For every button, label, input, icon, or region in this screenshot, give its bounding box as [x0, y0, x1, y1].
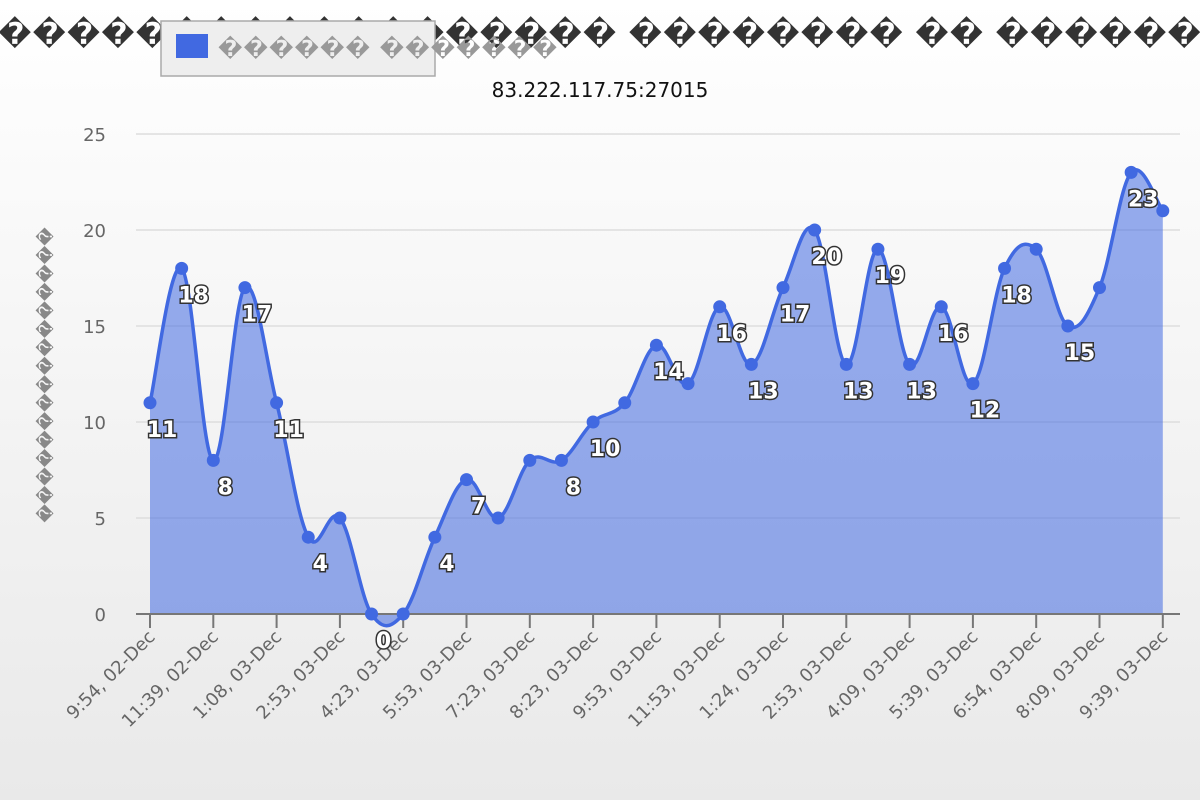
area-layer: [148, 168, 1165, 628]
data-label: 0: [376, 629, 391, 654]
data-point[interactable]: [618, 396, 632, 410]
data-point[interactable]: [460, 473, 473, 487]
data-label: 13: [843, 379, 874, 404]
data-point[interactable]: [1156, 204, 1170, 218]
data-point[interactable]: [175, 261, 189, 275]
y-tick-label: 25: [83, 125, 106, 146]
data-point[interactable]: [206, 453, 220, 467]
data-point[interactable]: [365, 607, 379, 621]
data-label: 8: [218, 475, 233, 500]
data-point[interactable]: [808, 223, 822, 237]
data-point[interactable]: [839, 357, 853, 371]
data-point[interactable]: [871, 242, 885, 256]
data-point[interactable]: [744, 357, 758, 371]
data-point[interactable]: [649, 338, 663, 352]
data-label: 12: [970, 399, 1001, 424]
data-label: 13: [748, 379, 779, 404]
data-point[interactable]: [966, 377, 980, 391]
data-label: 17: [242, 303, 273, 328]
data-label: 7: [471, 495, 486, 520]
y-tick-label: 10: [83, 413, 106, 434]
legend[interactable]: ������ �������: [160, 20, 558, 77]
chart-subtitle: 83.222.117.75:27015: [492, 78, 709, 102]
data-label: 18: [1001, 283, 1032, 308]
data-point[interactable]: [238, 281, 252, 295]
data-label: 18: [178, 283, 209, 308]
data-point[interactable]: [333, 511, 347, 525]
data-label: 19: [875, 264, 906, 289]
y-axis-label: ����������������: [35, 227, 57, 523]
data-point[interactable]: [1061, 319, 1075, 333]
data-point[interactable]: [143, 396, 157, 410]
legend-item-label[interactable]: ������ �������: [218, 35, 558, 62]
data-point[interactable]: [1093, 281, 1106, 295]
y-tick-label: 20: [83, 221, 106, 242]
legend-swatch: [176, 34, 208, 58]
y-tick-label: 5: [95, 509, 106, 530]
data-label: 16: [938, 322, 969, 347]
data-label: 4: [313, 552, 328, 577]
data-labels: 11 18 8 17 11 4 0 4 7 8 10 14 16 13 17 20 13 19 13 16 12 18 15…: [145, 186, 1160, 656]
y-axis-ticks: 0 5 10 15 20 25: [83, 125, 106, 626]
data-point[interactable]: [396, 607, 410, 621]
y-tick-label: 15: [83, 317, 106, 338]
data-label: 16: [716, 322, 747, 347]
data-label: 4: [439, 552, 454, 577]
data-label: 8: [566, 475, 581, 500]
data-point[interactable]: [713, 300, 727, 314]
data-label: 14: [653, 360, 684, 385]
data-label: 10: [590, 437, 621, 462]
data-point[interactable]: [1029, 242, 1043, 256]
data-point[interactable]: [934, 300, 948, 314]
data-point[interactable]: [1124, 165, 1138, 179]
data-point[interactable]: [270, 396, 284, 410]
data-point[interactable]: [301, 530, 315, 544]
data-point[interactable]: [903, 357, 917, 371]
data-point[interactable]: [681, 377, 695, 391]
data-points: [143, 165, 1170, 621]
data-point[interactable]: [998, 261, 1012, 275]
data-label: 20: [811, 245, 842, 270]
data-point[interactable]: [554, 453, 568, 467]
data-label: 23: [1128, 187, 1159, 212]
y-tick-label: 0: [95, 605, 106, 626]
data-point[interactable]: [428, 530, 442, 544]
data-label: 13: [906, 379, 937, 404]
data-label: 11: [273, 418, 304, 443]
data-point[interactable]: [523, 453, 537, 467]
data-point[interactable]: [586, 415, 600, 429]
data-label: 11: [147, 418, 178, 443]
data-point[interactable]: [491, 511, 505, 525]
data-label: 17: [780, 303, 811, 328]
data-label: 15: [1065, 341, 1096, 366]
series-area: [150, 169, 1163, 626]
data-point[interactable]: [776, 281, 790, 295]
